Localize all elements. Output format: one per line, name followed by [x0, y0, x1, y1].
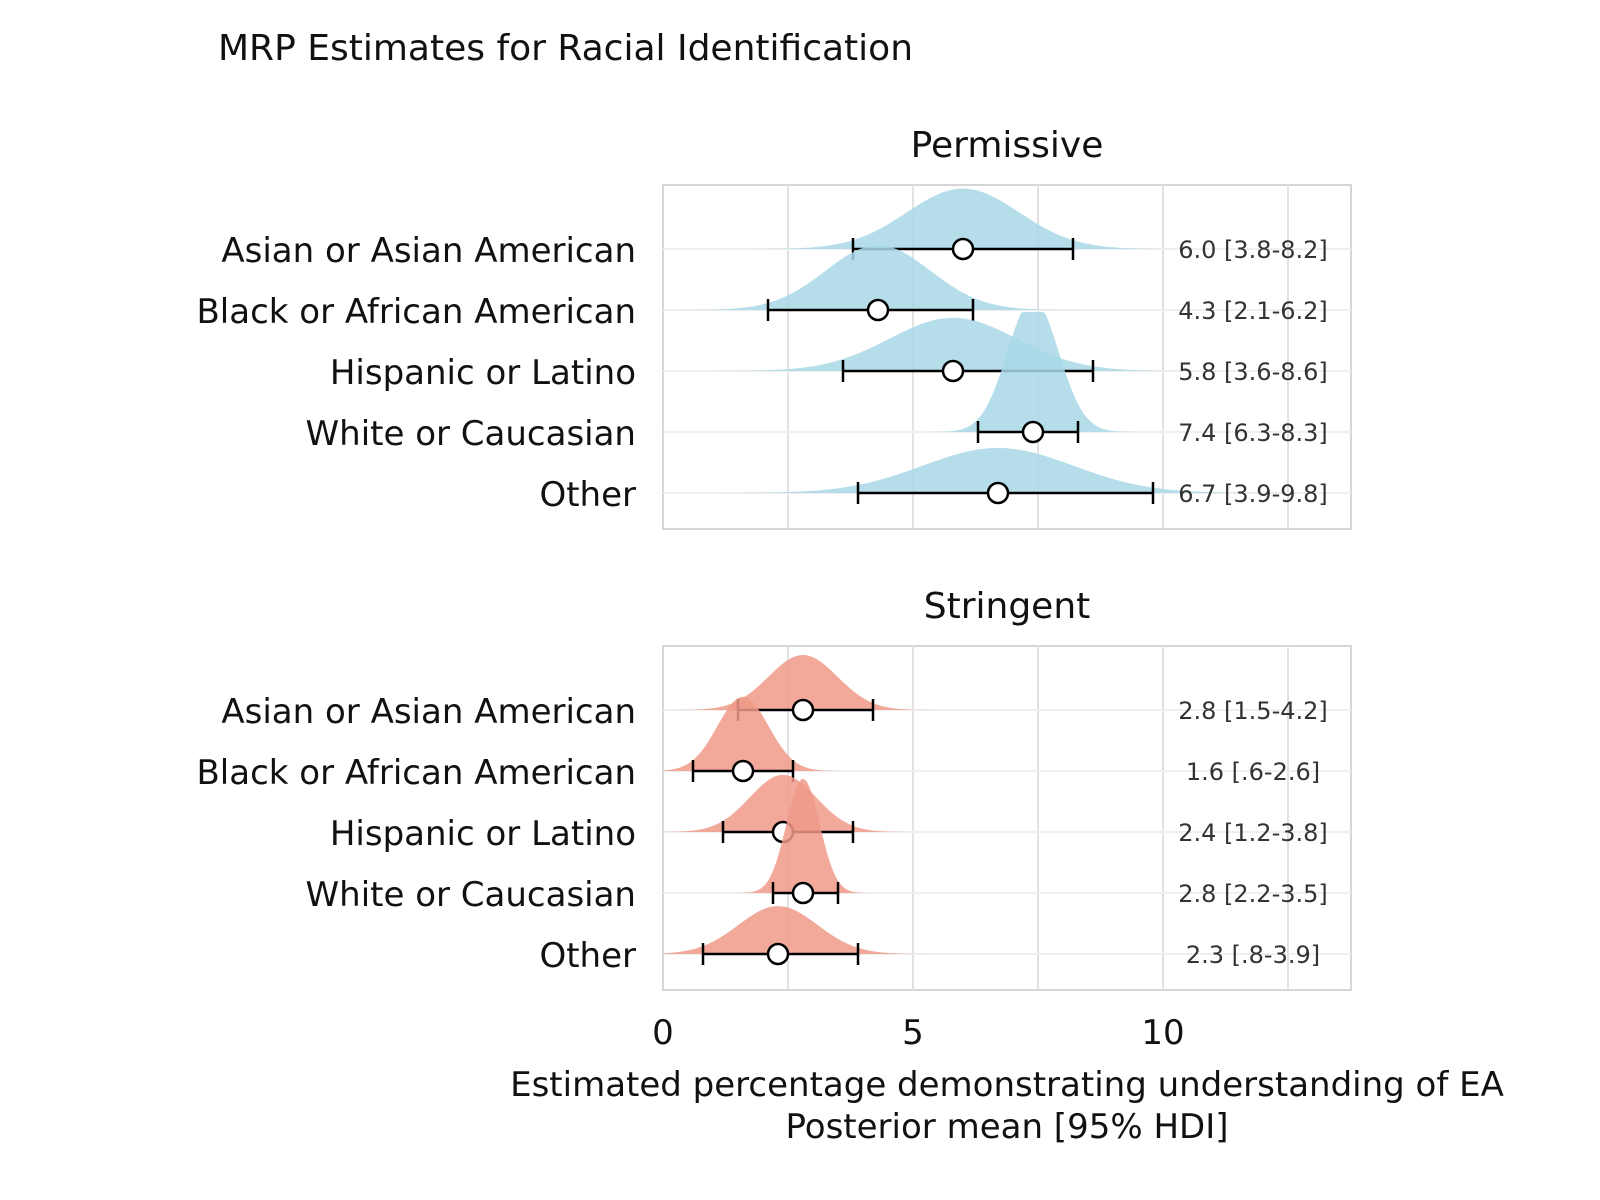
value-label: 4.3 [2.1-6.2]: [1178, 297, 1328, 325]
x-tick-label: 0: [652, 1013, 674, 1053]
category-label: Asian or Asian American: [221, 692, 636, 732]
density-0-0: [738, 188, 1216, 249]
category-label: Hispanic or Latino: [330, 814, 636, 854]
value-label: 1.6 [.6-2.6]: [1186, 758, 1320, 786]
category-label: White or Caucasian: [306, 414, 636, 454]
density-1-4: [663, 906, 956, 954]
chart-title: MRP Estimates for Racial Identification: [218, 28, 913, 69]
category-label: White or Caucasian: [306, 875, 636, 915]
x-tick-label: 10: [1141, 1013, 1184, 1053]
mean-point-1-4: [766, 942, 790, 966]
value-label: 2.3 [.8-3.9]: [1186, 941, 1320, 969]
value-label: 5.8 [3.6-8.6]: [1178, 358, 1328, 386]
panel-title: Stringent: [924, 586, 1091, 627]
category-label: Black or African American: [196, 292, 636, 332]
panel-title: Permissive: [911, 125, 1104, 166]
density-1-0: [665, 655, 958, 710]
mean-point-0-4: [986, 481, 1010, 505]
value-label: 2.4 [1.2-3.8]: [1178, 819, 1328, 847]
category-label: Hispanic or Latino: [330, 353, 636, 393]
mean-point-1-3: [791, 881, 815, 905]
category-label: Other: [539, 475, 636, 515]
category-label: Black or African American: [196, 753, 636, 793]
value-label: 6.7 [3.9-9.8]: [1178, 480, 1328, 508]
value-label: 7.4 [6.3-8.3]: [1178, 419, 1328, 447]
density-0-1: [668, 245, 1114, 310]
density-0-2: [697, 317, 1240, 371]
mean-point-0-1: [866, 298, 890, 322]
mean-point-1-1: [731, 759, 755, 783]
mean-point-0-2: [941, 359, 965, 383]
mean-point-1-0: [791, 698, 815, 722]
x-axis-label: Estimated percentage demonstrating under…: [510, 1065, 1504, 1105]
density-0-4: [696, 447, 1337, 493]
x-tick-label: 5: [902, 1013, 924, 1053]
mean-point-0-0: [951, 237, 975, 261]
category-label: Other: [539, 936, 636, 976]
value-label: 2.8 [1.5-4.2]: [1178, 697, 1328, 725]
density-1-1: [663, 696, 858, 771]
panel-permissive: Permissive 6.0 [3.8-8.2] Asian or Asian Am…: [196, 125, 1352, 530]
category-label: Asian or Asian American: [221, 231, 636, 271]
density-0-3: [930, 312, 1148, 432]
x-axis-sublabel: Posterior mean [95% HDI]: [786, 1107, 1229, 1147]
value-label: 6.0 [3.8-8.2]: [1178, 236, 1328, 264]
mean-point-0-3: [1021, 420, 1045, 444]
panel-stringent: Stringent 2.8 [1.5-4.2] Asian or Asian Ame…: [196, 586, 1352, 991]
value-label: 2.8 [2.2-3.5]: [1178, 880, 1328, 908]
density-1-3: [736, 779, 878, 893]
